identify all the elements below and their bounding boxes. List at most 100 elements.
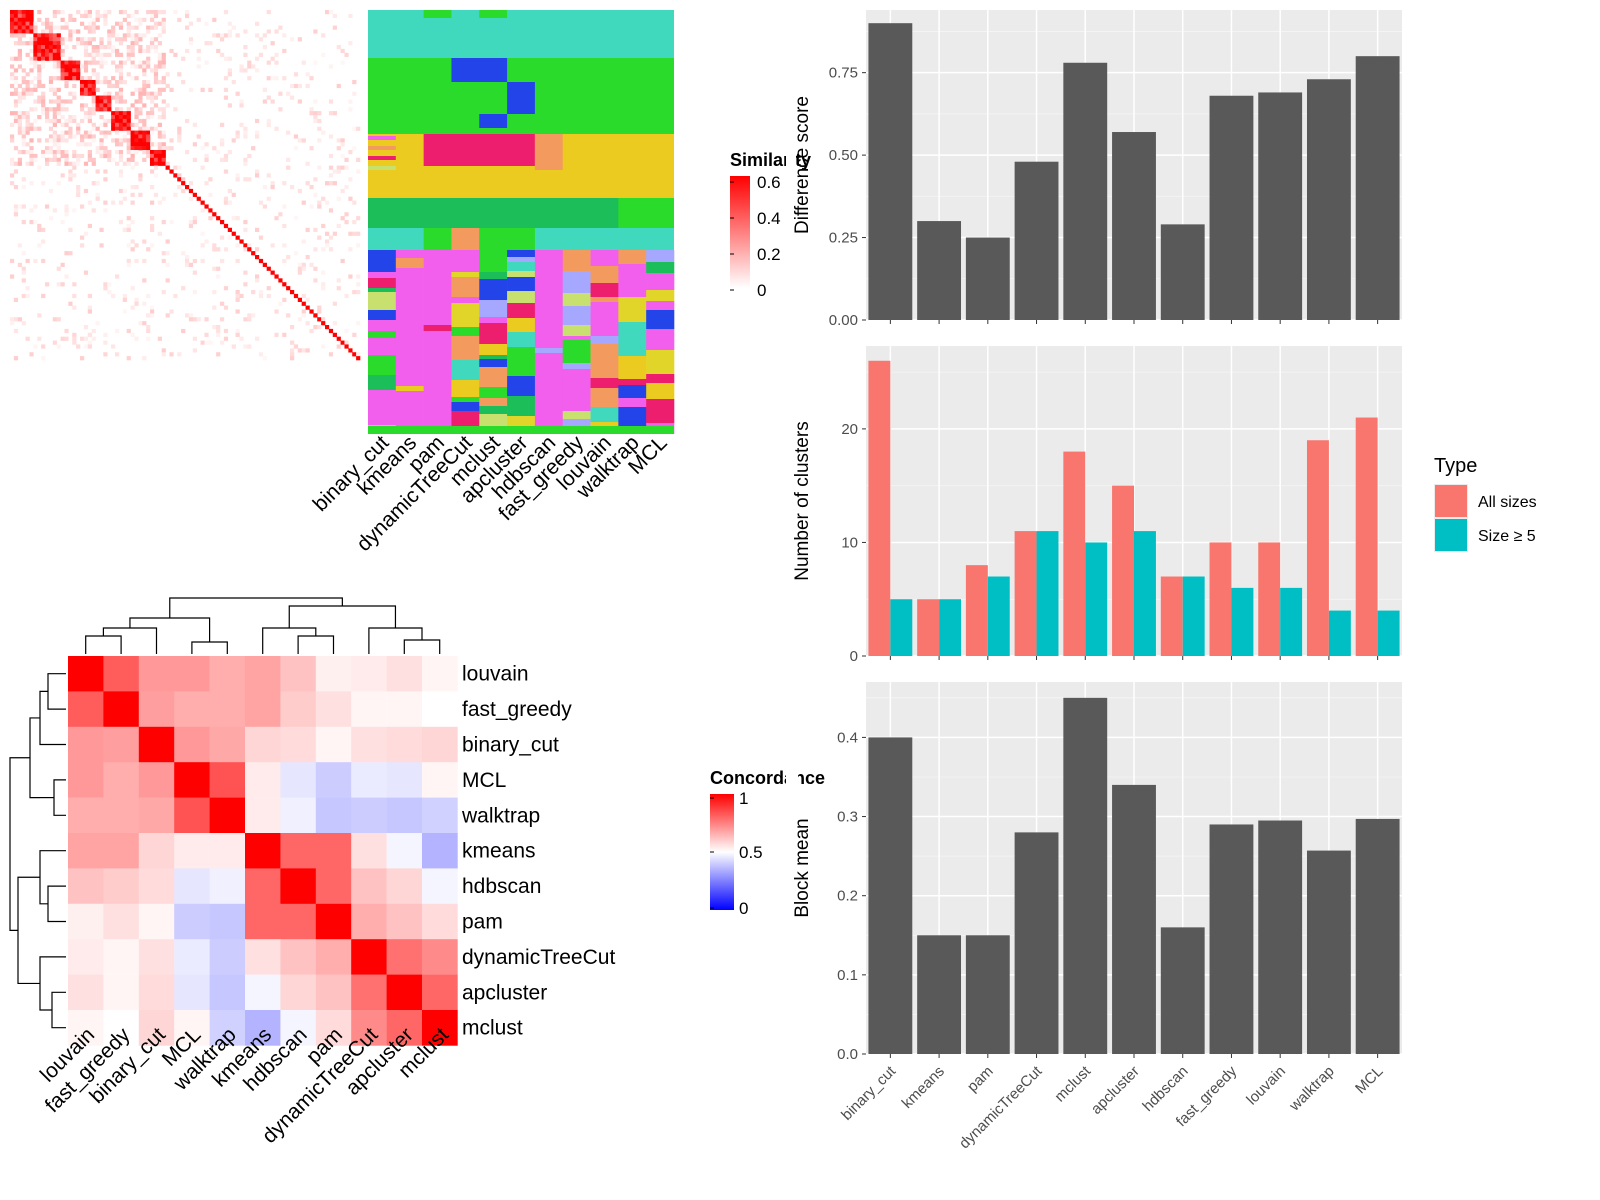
similarity-cell — [103, 130, 108, 135]
similarity-cell — [115, 99, 120, 104]
similarity-cell — [200, 200, 205, 205]
similarity-cell — [48, 33, 54, 38]
similarity-cell — [235, 216, 240, 221]
class-cell — [618, 264, 647, 279]
similarity-cell — [115, 122, 120, 127]
class-cell — [590, 283, 619, 297]
similarity-cell — [21, 115, 26, 120]
similarity-cell — [297, 270, 302, 275]
similarity-cell — [56, 45, 61, 50]
class-block — [479, 10, 508, 18]
similarity-cell — [142, 80, 147, 85]
similarity-cell — [274, 309, 279, 314]
similarity-cell — [255, 130, 260, 135]
similarity-cell — [134, 76, 139, 81]
similarity-cell — [309, 107, 314, 112]
similarity-cell — [80, 80, 85, 85]
similarity-cell — [262, 262, 267, 267]
similarity-cell — [21, 278, 26, 283]
similarity-cell — [262, 45, 267, 50]
similarity-cell — [146, 10, 151, 15]
similarity-cell — [64, 37, 69, 42]
concordance-cell — [103, 726, 140, 763]
similarity-cell — [235, 293, 240, 299]
similarity-cell — [99, 153, 104, 159]
similarity-cell — [161, 87, 166, 92]
similarity-cell — [130, 286, 135, 291]
similarity-cell — [290, 340, 295, 345]
similarity-cell — [10, 25, 15, 30]
similarity-cell — [328, 10, 334, 15]
similarity-cell — [212, 290, 217, 295]
similarity-cell — [321, 52, 326, 57]
class-cell — [423, 293, 452, 298]
similarity-cell — [138, 99, 143, 104]
bar — [1112, 132, 1156, 320]
similarity-cell — [223, 336, 229, 341]
similarity-cell — [122, 227, 127, 232]
similarity-cell — [150, 41, 155, 46]
similarity-cell — [99, 56, 104, 61]
similarity-cell — [282, 282, 287, 287]
similarity-cell — [134, 297, 139, 302]
similarity-cell — [64, 76, 69, 81]
class-cell — [534, 353, 564, 371]
similarity-cell — [220, 33, 225, 38]
similarity-cell — [142, 103, 147, 108]
similarity-cell — [340, 142, 345, 147]
similarity-cell — [83, 60, 89, 65]
similarity-cell — [169, 309, 174, 314]
concordance-cell — [386, 1010, 423, 1046]
similarity-cell — [95, 196, 100, 201]
similarity-cell — [25, 150, 30, 155]
similarity-cell — [169, 169, 174, 174]
similarity-cell — [17, 130, 22, 135]
similarity-cell — [80, 142, 85, 147]
bar — [917, 599, 940, 656]
similarity-cell — [103, 103, 108, 108]
similarity-cell — [118, 111, 124, 116]
class-cell — [507, 262, 536, 271]
similarity-cell — [352, 352, 357, 357]
similarity-cell — [111, 45, 116, 50]
similarity-cell — [130, 157, 135, 162]
class-cell — [423, 390, 452, 412]
similarity-cell — [231, 80, 236, 85]
similarity-cell — [130, 37, 135, 42]
similarity-cell — [161, 17, 166, 22]
similarity-cell — [239, 293, 244, 299]
similarity-cell — [344, 340, 349, 345]
similarity-cell — [33, 204, 38, 209]
similarity-cell — [29, 17, 34, 22]
similarity-cell — [336, 336, 341, 341]
similarity-cell — [33, 60, 38, 65]
similarity-cell — [87, 305, 92, 310]
similarity-cell — [72, 150, 77, 155]
similarity-cell — [130, 239, 135, 244]
similarity-cell — [21, 251, 26, 256]
concordance-cell — [209, 1010, 246, 1046]
similarity-cell — [126, 21, 131, 26]
bar — [1112, 784, 1156, 1054]
similarity-cell — [95, 321, 100, 326]
concordance-cell — [315, 833, 352, 869]
similarity-cell — [290, 37, 295, 42]
similarity-cell — [80, 243, 85, 248]
similarity-cell — [185, 185, 190, 190]
similarity-cell — [118, 91, 124, 96]
similarity-cell — [220, 122, 225, 127]
similarity-cell — [10, 21, 15, 26]
concordance-cell — [386, 833, 423, 869]
similarity-cell — [340, 153, 345, 159]
similarity-cell — [56, 266, 61, 271]
similarity-cell — [48, 157, 54, 162]
y-tick-label: 0 — [850, 648, 858, 665]
similarity-cell — [157, 336, 162, 341]
similarity-cell — [95, 99, 100, 104]
similarity-cell — [107, 130, 112, 135]
bar — [965, 935, 1010, 1054]
similarity-cell — [72, 153, 77, 159]
similarity-cell — [208, 340, 213, 345]
similarity-cell — [138, 173, 143, 178]
similarity-cell — [21, 76, 26, 81]
